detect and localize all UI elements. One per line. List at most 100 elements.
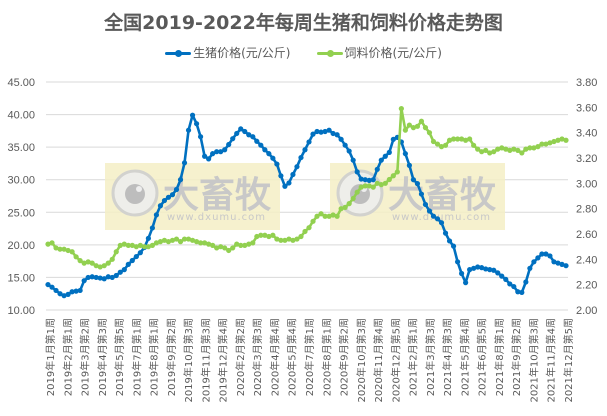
data-point-marker bbox=[378, 157, 384, 163]
data-point-marker bbox=[286, 180, 292, 186]
x-axis-tick: 2021年10月第3周 bbox=[527, 318, 540, 403]
data-point-marker bbox=[523, 279, 529, 285]
x-axis-tick: 2020年8月第1周 bbox=[320, 318, 333, 396]
y-axis-left-tick: 25.00 bbox=[7, 207, 35, 219]
data-point-marker bbox=[202, 153, 208, 159]
data-point-marker bbox=[117, 242, 123, 248]
data-point-marker bbox=[105, 260, 111, 266]
data-point-marker bbox=[354, 189, 360, 195]
data-point-marker bbox=[69, 289, 75, 295]
x-axis-tick: 2021年2月第1周 bbox=[407, 318, 420, 396]
data-point-marker bbox=[206, 241, 212, 247]
data-point-marker bbox=[531, 259, 537, 265]
data-point-marker bbox=[290, 171, 296, 178]
data-point-marker bbox=[495, 146, 501, 152]
data-point-marker bbox=[362, 177, 368, 183]
data-point-marker bbox=[222, 147, 228, 153]
data-point-marker bbox=[507, 281, 513, 287]
legend-item-feed-price[interactable]: 饲料价格(元/公斤) bbox=[316, 44, 442, 61]
data-point-marker bbox=[298, 233, 304, 240]
x-axis-tick: 2020年5月第4周 bbox=[286, 318, 299, 396]
data-point-marker bbox=[73, 288, 79, 294]
data-point-marker bbox=[294, 236, 300, 242]
data-point-marker bbox=[153, 212, 160, 218]
data-point-marker bbox=[85, 274, 91, 281]
legend-item-pig-price[interactable]: 生猪价格(元/公斤) bbox=[165, 44, 291, 61]
data-point-marker bbox=[77, 258, 83, 264]
data-point-marker bbox=[410, 125, 417, 131]
y-axis-left-tick: 45.00 bbox=[7, 77, 35, 89]
data-point-marker bbox=[93, 274, 99, 281]
data-point-marker bbox=[414, 123, 421, 129]
data-point-marker bbox=[358, 184, 364, 190]
data-point-marker bbox=[418, 191, 425, 197]
data-point-marker bbox=[346, 201, 352, 207]
data-point-marker bbox=[326, 127, 332, 133]
legend-line-marker-icon bbox=[316, 46, 343, 60]
data-point-marker bbox=[246, 241, 252, 247]
data-point-marker bbox=[117, 269, 123, 275]
data-point-marker bbox=[165, 239, 172, 245]
data-point-marker bbox=[314, 213, 320, 219]
data-point-marker bbox=[109, 274, 115, 281]
data-point-marker bbox=[189, 112, 196, 118]
data-point-marker bbox=[547, 253, 553, 259]
data-point-marker bbox=[475, 264, 481, 270]
data-point-marker bbox=[157, 239, 164, 245]
data-point-marker bbox=[222, 245, 228, 251]
data-point-marker bbox=[483, 147, 489, 153]
data-point-marker bbox=[314, 128, 320, 135]
data-point-marker bbox=[298, 154, 304, 161]
data-point-marker bbox=[330, 212, 336, 218]
data-point-marker bbox=[458, 136, 465, 142]
x-axis-tick: 2019年4月第3周 bbox=[96, 318, 109, 396]
data-point-marker bbox=[511, 146, 517, 152]
data-point-marker bbox=[145, 244, 151, 250]
x-axis-tick: 2019年8月第1周 bbox=[148, 318, 161, 396]
data-point-marker bbox=[145, 235, 151, 241]
data-point-marker bbox=[382, 153, 388, 159]
data-point-marker bbox=[310, 131, 316, 137]
data-point-marker bbox=[101, 263, 107, 269]
data-point-marker bbox=[125, 242, 131, 248]
data-point-marker bbox=[318, 211, 324, 217]
x-axis-tick: 2021年4月第3周 bbox=[441, 318, 454, 396]
data-point-marker bbox=[278, 237, 284, 243]
data-point-marker bbox=[499, 273, 505, 279]
data-point-marker bbox=[382, 180, 388, 186]
y-axis-right-tick: 2.20 bbox=[576, 280, 597, 292]
data-point-marker bbox=[491, 267, 497, 273]
data-point-marker bbox=[358, 176, 364, 182]
data-point-marker bbox=[454, 259, 461, 265]
data-point-marker bbox=[446, 238, 453, 244]
data-point-marker bbox=[133, 253, 139, 260]
x-axis-tick: 2019年1月第1周 bbox=[44, 318, 57, 396]
data-point-marker bbox=[254, 233, 260, 240]
data-point-marker bbox=[491, 149, 497, 155]
data-point-marker bbox=[487, 150, 493, 156]
data-point-marker bbox=[129, 257, 135, 264]
data-point-marker bbox=[414, 181, 421, 187]
data-point-marker bbox=[69, 249, 75, 255]
data-point-marker bbox=[527, 145, 533, 151]
data-point-marker bbox=[378, 182, 384, 188]
data-point-marker bbox=[210, 242, 216, 248]
data-point-marker bbox=[322, 213, 328, 219]
data-point-marker bbox=[543, 141, 549, 147]
data-point-marker bbox=[454, 136, 461, 142]
data-point-marker bbox=[350, 157, 356, 163]
x-axis-tick: 2021年11月第4周 bbox=[545, 318, 558, 403]
data-point-marker bbox=[197, 134, 204, 140]
data-point-marker bbox=[149, 242, 156, 248]
y-axis-right-tick: 2.80 bbox=[576, 204, 597, 216]
data-point-marker bbox=[137, 250, 143, 256]
data-point-marker bbox=[282, 237, 288, 243]
data-point-marker bbox=[262, 147, 268, 153]
data-point-marker bbox=[503, 146, 509, 152]
data-point-marker bbox=[246, 132, 252, 138]
data-point-marker bbox=[181, 160, 188, 166]
data-point-marker bbox=[442, 142, 449, 148]
legend-label: 饲料价格(元/公斤) bbox=[344, 46, 442, 60]
data-point-marker bbox=[471, 142, 477, 148]
data-point-marker bbox=[334, 213, 340, 219]
